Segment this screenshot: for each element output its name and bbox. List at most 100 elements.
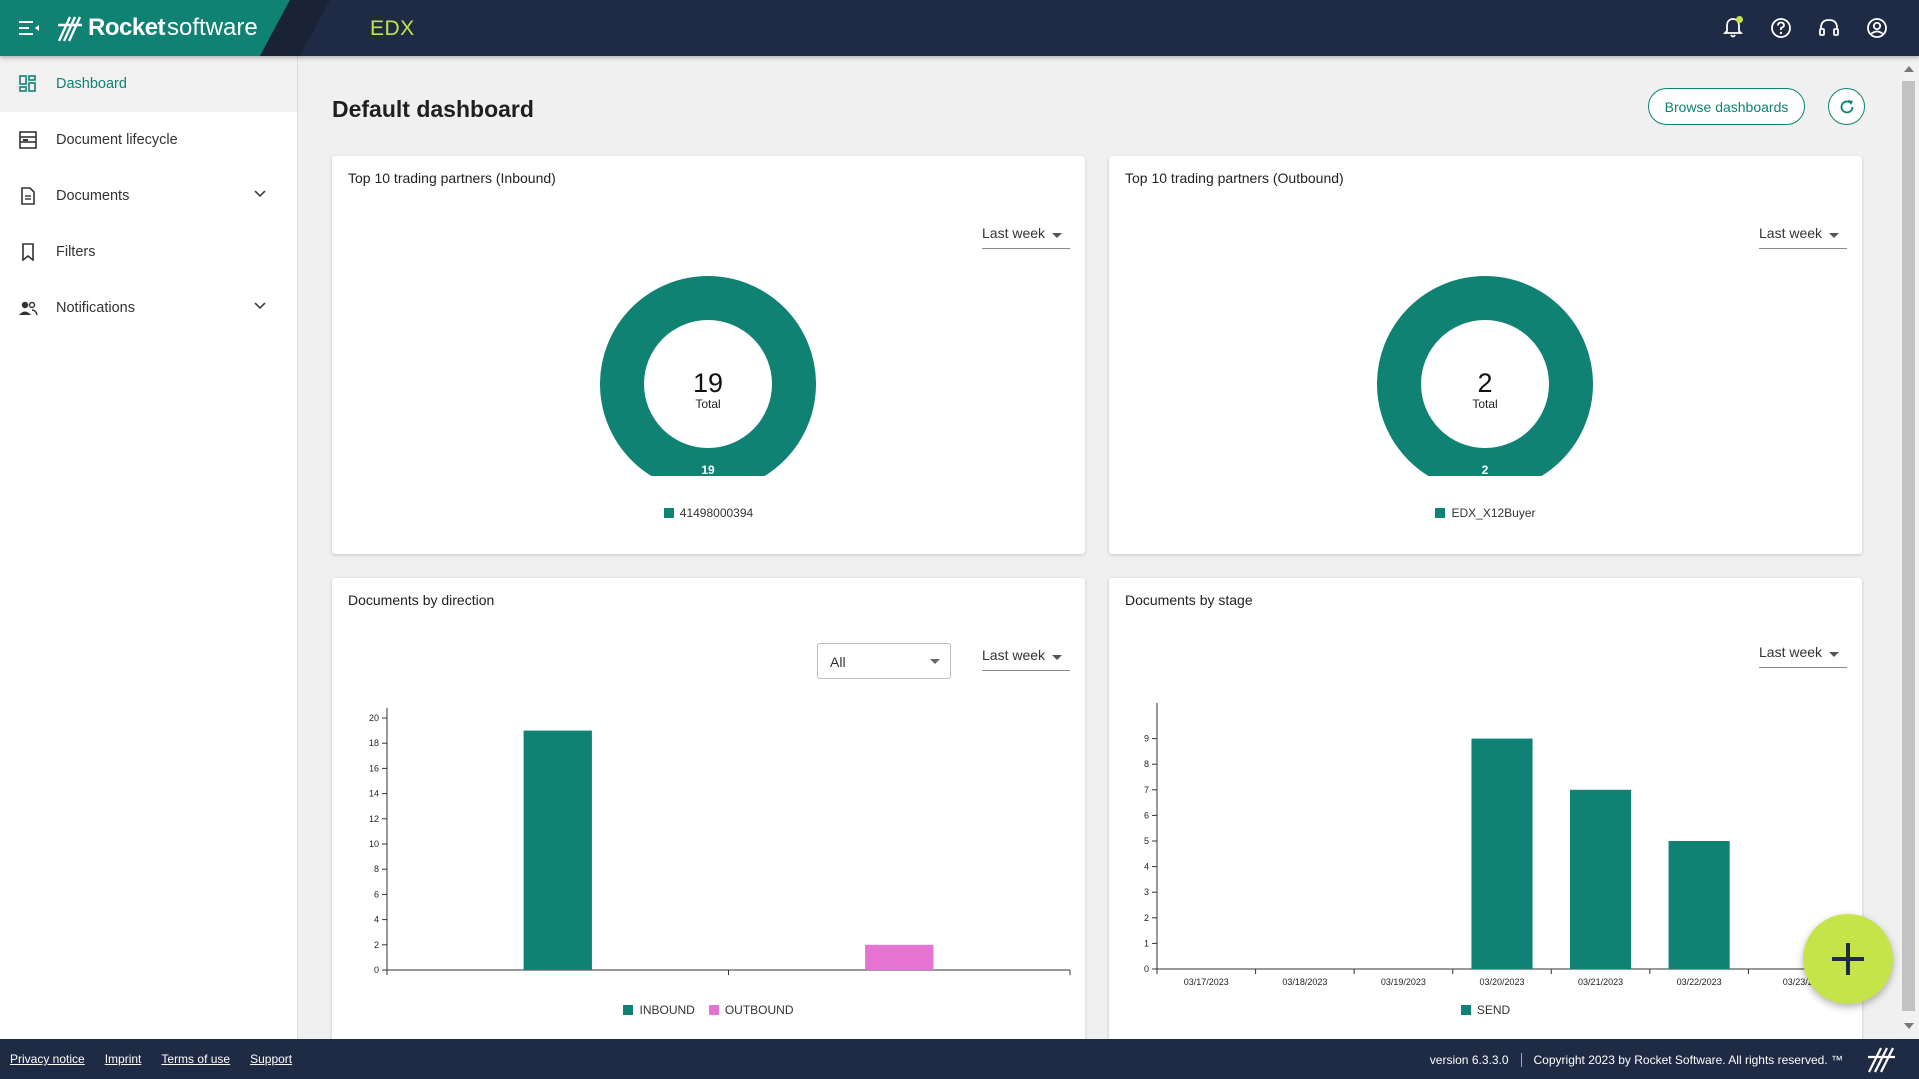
x-tick-label: 03/18/2023	[1282, 977, 1327, 987]
rocket-mark-icon	[1868, 1047, 1895, 1073]
legend-label: SEND	[1476, 1003, 1511, 1017]
brand-background	[0, 0, 330, 56]
period-select-value: Last week	[982, 225, 1046, 241]
terms-of-use-link[interactable]: Terms of use	[161, 1052, 231, 1066]
bar-inbound[interactable]	[523, 730, 592, 970]
support-button[interactable]	[1815, 14, 1843, 42]
donut-svg: 19 Total 19	[600, 276, 816, 492]
legend-label: OUTBOUND	[724, 1003, 794, 1017]
sidebar-item-documents[interactable]: Documents	[0, 168, 297, 224]
notifications-button[interactable]	[1719, 14, 1747, 42]
add-widget-button[interactable]	[1803, 914, 1893, 1004]
period-select[interactable]: Last week	[982, 221, 1070, 249]
x-tick-label: 03/22/2023	[1677, 977, 1722, 987]
help-button[interactable]	[1767, 14, 1795, 42]
donut-chart-inbound: 19 Total 19	[332, 276, 1085, 492]
legend-label: 41498000394	[679, 506, 754, 520]
bar-send[interactable]	[1570, 789, 1632, 969]
card-inbound-partners: Top 10 trading partners (Inbound) Last w…	[332, 156, 1085, 554]
dropdown-arrow-icon	[1829, 652, 1839, 657]
rocket-logo[interactable]: Rocket software	[56, 12, 258, 44]
card-title: Documents by direction	[348, 592, 495, 608]
scroll-up-arrow-icon[interactable]	[1904, 66, 1914, 72]
legend-item[interactable]: EDX_X12Buyer	[1435, 506, 1536, 520]
period-select-value: Last week	[1759, 644, 1823, 660]
scroll-thumb[interactable]	[1902, 81, 1915, 1011]
bar-chart-stage: 0 1 2 3 4 5 6 7 8 9 03/17/2023 03/18/2023 03/19/2023…	[1144, 703, 1848, 987]
chevron-down-icon[interactable]	[253, 187, 267, 201]
headset-icon	[1819, 19, 1839, 36]
y-tick-label: 9	[1144, 734, 1149, 744]
legend-swatch	[1460, 1005, 1471, 1015]
top-bar: Rocket software EDX	[0, 0, 1919, 56]
legend-item[interactable]: SEND	[1460, 1003, 1511, 1017]
sidebar-item-document-lifecycle[interactable]: Document lifecycle	[0, 112, 297, 168]
page-title: Default dashboard	[332, 96, 534, 122]
card-title: Top 10 trading partners (Inbound)	[348, 170, 556, 186]
notification-dot	[1736, 16, 1743, 23]
main-content: Default dashboard Browse dashboards Top …	[299, 56, 1899, 1048]
footer-info: version 6.3.3.0 Copyright 2023 by Rocket…	[1430, 1053, 1843, 1067]
header-actions	[1719, 14, 1891, 42]
rocket-mark-icon	[57, 16, 82, 42]
chart-legend: SEND	[1109, 1003, 1862, 1017]
chevron-down-icon[interactable]	[253, 299, 267, 313]
period-select[interactable]: Last week	[1759, 640, 1847, 668]
x-tick-label: 03/19/2023	[1381, 977, 1426, 987]
donut-slice[interactable]	[600, 276, 816, 492]
bar-chart-direction: 0 2 4 6 8 10 12 14 16 18 20	[369, 708, 1071, 975]
legend-swatch	[1435, 508, 1446, 518]
donut-slice[interactable]	[1377, 276, 1593, 492]
legend-item[interactable]: 41498000394	[663, 506, 754, 520]
x-tick-label: 03/23/2	[1783, 977, 1813, 987]
sidebar-item-dashboard[interactable]: Dashboard	[0, 56, 297, 112]
sidebar-item-label: Dashboard	[56, 76, 127, 92]
y-tick-label: 4	[374, 915, 379, 925]
card-documents-by-direction: Documents by direction All Last week 0 2 4…	[332, 578, 1085, 1048]
bar-send[interactable]	[1471, 738, 1533, 969]
period-select[interactable]: Last week	[1759, 221, 1847, 249]
x-tick-label: 03/20/2023	[1479, 977, 1524, 987]
dropdown-arrow-icon	[1052, 233, 1062, 238]
x-tick-label: 03/21/2023	[1578, 977, 1623, 987]
imprint-link[interactable]: Imprint	[104, 1052, 142, 1066]
y-tick-label: 4	[1144, 862, 1149, 872]
support-link[interactable]: Support	[250, 1052, 293, 1066]
refresh-button[interactable]	[1828, 88, 1865, 125]
sidebar-item-notifications[interactable]: Notifications	[0, 280, 297, 336]
help-icon	[1771, 18, 1791, 38]
direction-select[interactable]: All	[817, 643, 951, 679]
y-tick-label: 7	[1144, 785, 1149, 795]
sidebar-item-filters[interactable]: Filters	[0, 224, 297, 280]
x-tick-label: 03/17/2023	[1184, 977, 1229, 987]
scroll-down-arrow-icon[interactable]	[1904, 1023, 1914, 1029]
brand-light-text: software	[167, 14, 258, 41]
privacy-notice-link[interactable]: Privacy notice	[10, 1052, 85, 1066]
legend-label: EDX_X12Buyer	[1451, 506, 1536, 520]
y-tick-label: 8	[374, 864, 379, 874]
footer-divider	[1520, 1053, 1522, 1067]
y-tick-label: 6	[374, 889, 379, 899]
direction-select-value: All	[830, 654, 846, 670]
account-button[interactable]	[1863, 14, 1891, 42]
donut-svg: 2 Total 2	[1377, 276, 1593, 492]
menu-toggle-icon[interactable]	[18, 18, 40, 38]
document-icon	[18, 186, 38, 206]
bar-send[interactable]	[1668, 841, 1730, 969]
legend-swatch	[623, 1005, 634, 1015]
copyright-text: Copyright 2023 by Rocket Software. All r…	[1533, 1053, 1843, 1067]
footer: Privacy notice Imprint Terms of use Supp…	[0, 1039, 1919, 1079]
browse-dashboards-button[interactable]: Browse dashboards	[1648, 88, 1805, 125]
period-select[interactable]: Last week	[982, 643, 1070, 671]
y-tick-label: 6	[1144, 810, 1149, 820]
sidebar-item-label: Filters	[56, 244, 96, 260]
bar-outbound[interactable]	[865, 944, 934, 970]
legend-item[interactable]: INBOUND	[623, 1003, 695, 1017]
y-tick-label: 10	[369, 839, 379, 849]
legend-label: INBOUND	[639, 1003, 695, 1017]
legend-item[interactable]: OUTBOUND	[708, 1003, 794, 1017]
vertical-scrollbar[interactable]	[1898, 56, 1919, 1039]
dropdown-arrow-icon	[930, 659, 940, 664]
donut-total: 2	[1477, 368, 1492, 398]
people-icon	[18, 298, 38, 318]
